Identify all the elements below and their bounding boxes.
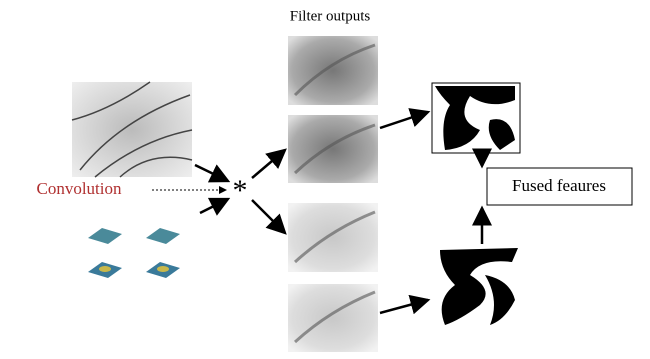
operator: * <box>233 174 248 207</box>
convolution-label: Convolution <box>36 179 122 198</box>
arrow <box>380 112 428 128</box>
arrow <box>380 300 428 313</box>
arrow <box>195 165 228 181</box>
arrow <box>252 200 285 233</box>
diagram: Filter outputs Convolution * Fused feaur… <box>0 0 650 359</box>
filter-outputs <box>288 36 378 352</box>
title: Filter outputs <box>290 8 371 24</box>
arrow <box>200 199 228 213</box>
fused-label: Fused feaures <box>512 176 606 195</box>
arrow <box>252 150 285 178</box>
filter-kernels <box>88 228 180 278</box>
binary-outputs <box>432 83 520 330</box>
palm-image <box>72 82 192 177</box>
